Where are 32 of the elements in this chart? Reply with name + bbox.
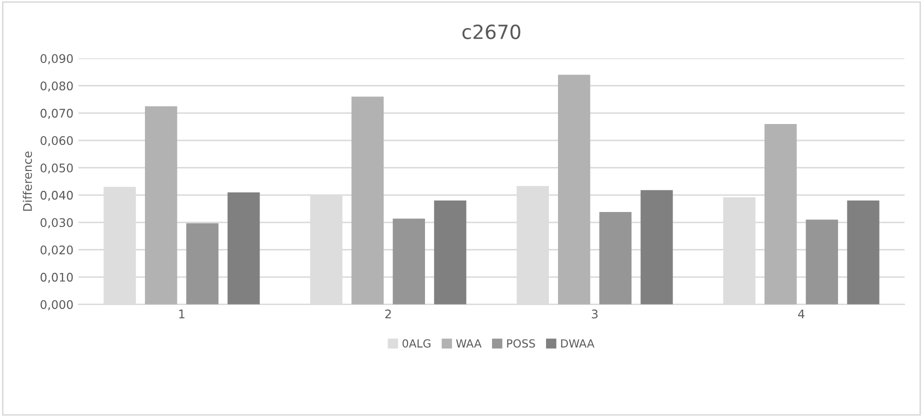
x-tick-label: 3 — [592, 309, 598, 318]
bar — [392, 218, 425, 304]
y-tick-label: 0,090 — [40, 54, 73, 64]
y-tick-label: 0,040 — [40, 190, 73, 201]
bar — [228, 192, 260, 304]
y-tick-label: 0,020 — [40, 245, 73, 256]
y-tick-label: 0,080 — [40, 81, 73, 92]
legend-label: POSS — [507, 339, 535, 348]
legend-label: WAA — [456, 339, 482, 348]
legend-label: DWAA — [561, 339, 594, 348]
y-tick-label: 0,010 — [40, 272, 73, 283]
y-axis-title: Difference — [22, 152, 32, 211]
y-tick-label: 0,000 — [40, 300, 73, 310]
y-tick-label: 0,070 — [40, 108, 73, 119]
bar — [640, 190, 673, 304]
bar — [764, 124, 797, 304]
x-tick-label: 4 — [798, 310, 804, 318]
y-tick-label: 0,060 — [40, 136, 73, 146]
bar — [351, 96, 384, 304]
bar — [558, 74, 590, 304]
bar — [599, 212, 632, 304]
y-tick-label: 0,050 — [40, 163, 73, 174]
chart-title: c2670 — [462, 24, 520, 40]
bar — [847, 200, 880, 304]
x-tick-label: 1 — [179, 310, 184, 318]
y-tick-label: 0,030 — [40, 218, 73, 228]
bar — [806, 220, 838, 304]
x-tick-label: 2 — [385, 309, 391, 318]
bar — [186, 223, 218, 304]
legend-label: 0ALG — [402, 339, 430, 348]
bar — [144, 106, 178, 304]
bar — [434, 200, 466, 304]
